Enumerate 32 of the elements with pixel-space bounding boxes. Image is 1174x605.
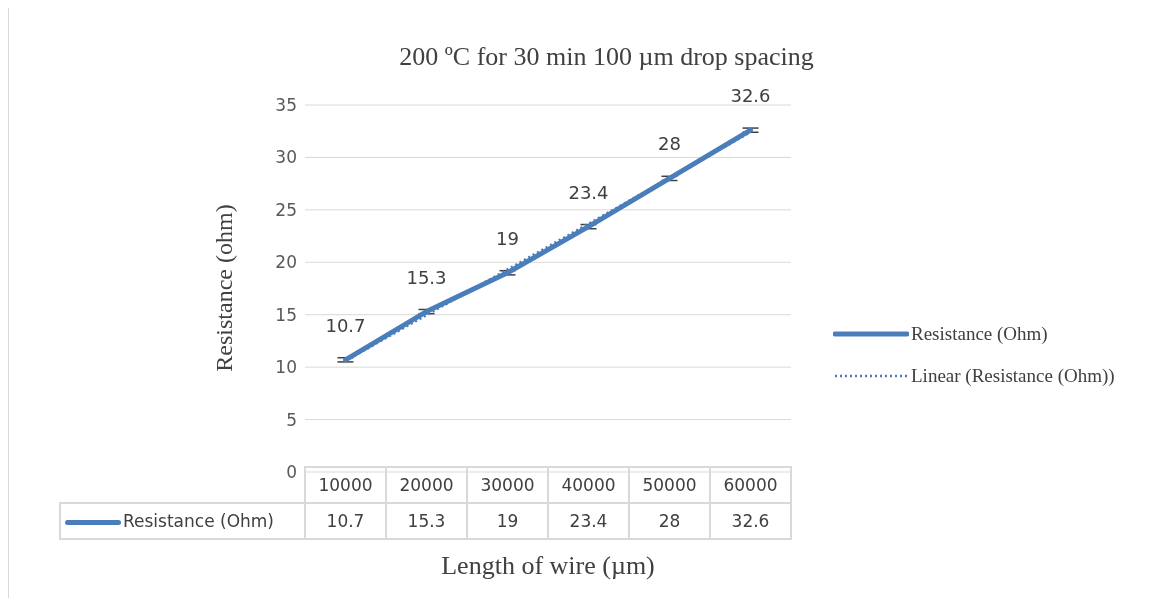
x-tick-label: 10000 xyxy=(305,467,386,503)
data-label: 32.6 xyxy=(710,503,791,539)
y-tick-label: 30 xyxy=(275,147,297,168)
x-tick-label: 30000 xyxy=(467,467,548,503)
y-tick-label: 35 xyxy=(275,95,297,116)
data-label: 19 xyxy=(467,503,548,539)
data-label: 28 xyxy=(629,503,710,539)
text: 23.4 xyxy=(568,181,609,203)
y-tick-label: 20 xyxy=(275,252,297,273)
legend-label: Linear (Resistance (Ohm)) xyxy=(910,364,1115,388)
text: 10.7 xyxy=(325,314,366,336)
y-axis-title: Resistance (ohm) xyxy=(210,204,238,372)
text: 32.6 xyxy=(730,85,771,107)
data-label: 10.7 xyxy=(305,503,386,539)
x-tick-label: 40000 xyxy=(548,467,629,503)
chart-title: 200 ºC for 30 min 100 µm drop spacing xyxy=(398,42,815,72)
x-tick-label: 50000 xyxy=(629,467,710,503)
y-tick-label: 10 xyxy=(275,357,297,378)
text: Resistance (Ohm) xyxy=(123,511,274,531)
y-tick-label: 15 xyxy=(275,304,297,325)
text: 28 xyxy=(658,133,681,155)
text: 19 xyxy=(496,227,519,249)
legend-label: Resistance (Ohm) xyxy=(910,322,1049,346)
data-label: 15.3 xyxy=(386,503,467,539)
x-tick-label: 60000 xyxy=(710,467,791,503)
text: 15.3 xyxy=(406,266,447,288)
x-axis-title: Length of wire (µm) xyxy=(440,551,656,581)
x-tick-label: 20000 xyxy=(386,467,467,503)
y-tick-label: 5 xyxy=(286,409,297,430)
y-tick-label: 25 xyxy=(275,199,297,220)
y-tick-label: 0 xyxy=(286,462,297,483)
data-label: 23.4 xyxy=(548,503,629,539)
